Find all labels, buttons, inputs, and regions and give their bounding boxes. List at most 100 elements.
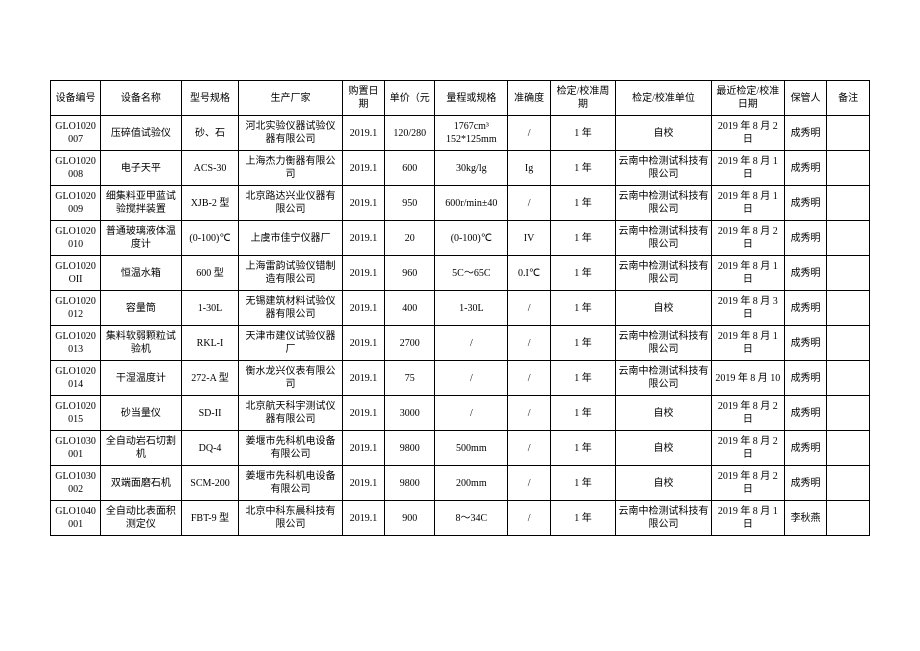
cell-lastdate: 2019 年 8 月 2 日 [711,431,784,466]
cell-unit: 云南中检测试科技有限公司 [616,186,712,221]
cell-cycle: 1 年 [550,396,615,431]
table-row: GLO1020013集料软弱颗粒试验机RKL-I天津市建仪试验仪器厂2019.1… [51,326,870,361]
header-remark: 备注 [827,81,870,116]
cell-remark [827,291,870,326]
cell-model: RKL-I [181,326,239,361]
cell-remark [827,186,870,221]
cell-manufacturer: 北京中科东晨科技有限公司 [239,501,342,536]
cell-accuracy: / [508,431,551,466]
cell-model: SCM-200 [181,466,239,501]
cell-model: XJB-2 型 [181,186,239,221]
page: 设备编号 设备名称 型号规格 生产厂家 购置日期 单价（元 量程或规格 准确度 … [0,0,920,556]
cell-custodian: 李秋燕 [784,501,827,536]
cell-name: 细集料亚甲蓝试验搅拌装置 [101,186,182,221]
cell-remark [827,221,870,256]
table-row: GLO1020OII恒温水箱600 型上海雷韵试验仪错制造有限公司2019.19… [51,256,870,291]
cell-custodian: 成秀明 [784,151,827,186]
cell-model: ACS-30 [181,151,239,186]
cell-id: GLO1030002 [51,466,101,501]
cell-price: 120/280 [385,116,435,151]
cell-custodian: 成秀明 [784,466,827,501]
cell-lastdate: 2019 年 8 月 1 日 [711,256,784,291]
cell-cycle: 1 年 [550,361,615,396]
cell-purchase: 2019.1 [342,221,385,256]
cell-cycle: 1 年 [550,466,615,501]
cell-name: 全自动比表面积测定仪 [101,501,182,536]
header-custodian: 保管人 [784,81,827,116]
cell-unit: 自校 [616,431,712,466]
cell-range: 1767cm³ 152*125mm [435,116,508,151]
cell-model: 272-A 型 [181,361,239,396]
cell-unit: 自校 [616,291,712,326]
table-row: GLO1020009细集料亚甲蓝试验搅拌装置XJB-2 型北京路达兴业仪器有限公… [51,186,870,221]
cell-lastdate: 2019 年 8 月 2 日 [711,396,784,431]
cell-price: 9800 [385,466,435,501]
cell-lastdate: 2019 年 8 月 1 日 [711,326,784,361]
cell-unit: 云南中检测试科技有限公司 [616,326,712,361]
cell-manufacturer: 姜堰市先科机电设备有限公司 [239,431,342,466]
cell-name: 砂当量仪 [101,396,182,431]
table-row: GLO1020014干湿温度计272-A 型衡水龙兴仪表有限公司2019.175… [51,361,870,396]
cell-range: 5C～65C [435,256,508,291]
cell-id: GLO1020013 [51,326,101,361]
cell-remark [827,431,870,466]
cell-cycle: 1 年 [550,151,615,186]
cell-purchase: 2019.1 [342,431,385,466]
cell-price: 9800 [385,431,435,466]
header-purchase: 购置日期 [342,81,385,116]
cell-purchase: 2019.1 [342,466,385,501]
cell-id: GLO1020012 [51,291,101,326]
cell-price: 900 [385,501,435,536]
cell-name: 普通玻璃液体温度计 [101,221,182,256]
cell-accuracy: / [508,361,551,396]
cell-model: FBT-9 型 [181,501,239,536]
cell-lastdate: 2019 年 8 月 3 日 [711,291,784,326]
cell-price: 20 [385,221,435,256]
cell-remark [827,501,870,536]
cell-remark [827,466,870,501]
cell-price: 950 [385,186,435,221]
cell-range: 600r/min±40 [435,186,508,221]
cell-range: 30kg/lg [435,151,508,186]
cell-custodian: 成秀明 [784,361,827,396]
equipment-table: 设备编号 设备名称 型号规格 生产厂家 购置日期 单价（元 量程或规格 准确度 … [50,80,870,536]
cell-unit: 云南中检测试科技有限公司 [616,151,712,186]
cell-purchase: 2019.1 [342,326,385,361]
table-row: GLO1020007压碎值试验仪砂、石河北实验仪器试验仪器有限公司2019.11… [51,116,870,151]
cell-cycle: 1 年 [550,116,615,151]
cell-accuracy: IV [508,221,551,256]
cell-id: GLO1020015 [51,396,101,431]
cell-remark [827,116,870,151]
cell-id: GLO1020014 [51,361,101,396]
cell-accuracy: / [508,501,551,536]
header-price: 单价（元 [385,81,435,116]
cell-manufacturer: 上海杰力衡器有限公司 [239,151,342,186]
cell-lastdate: 2019 年 8 月 10 [711,361,784,396]
cell-cycle: 1 年 [550,256,615,291]
table-row: GLO1030001全自动岩石切割机DQ-4姜堰市先科机电设备有限公司2019.… [51,431,870,466]
cell-lastdate: 2019 年 8 月 2 日 [711,116,784,151]
cell-cycle: 1 年 [550,326,615,361]
cell-cycle: 1 年 [550,501,615,536]
cell-remark [827,256,870,291]
cell-manufacturer: 上海雷韵试验仪错制造有限公司 [239,256,342,291]
cell-range: / [435,326,508,361]
cell-price: 3000 [385,396,435,431]
cell-range: 200mm [435,466,508,501]
cell-cycle: 1 年 [550,221,615,256]
cell-custodian: 成秀明 [784,431,827,466]
cell-model: 1-30L [181,291,239,326]
cell-price: 2700 [385,326,435,361]
cell-cycle: 1 年 [550,186,615,221]
cell-accuracy: / [508,396,551,431]
cell-model: SD-II [181,396,239,431]
header-name: 设备名称 [101,81,182,116]
cell-remark [827,151,870,186]
cell-purchase: 2019.1 [342,361,385,396]
cell-manufacturer: 北京路达兴业仪器有限公司 [239,186,342,221]
cell-purchase: 2019.1 [342,501,385,536]
cell-manufacturer: 北京航天科宇测试仪器有限公司 [239,396,342,431]
cell-range: 1-30L [435,291,508,326]
cell-name: 双端面磨石机 [101,466,182,501]
cell-lastdate: 2019 年 8 月 1 日 [711,501,784,536]
